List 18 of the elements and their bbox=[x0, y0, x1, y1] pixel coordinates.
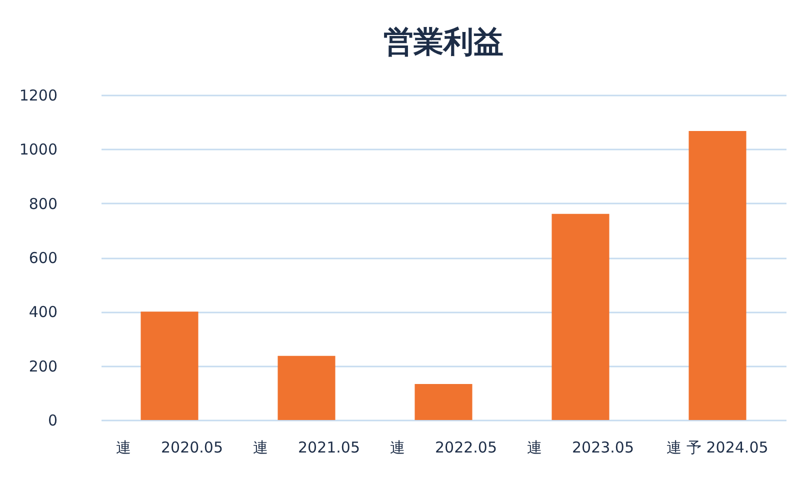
y-tick-label: 600 bbox=[28, 249, 58, 267]
y-tick-label: 400 bbox=[28, 303, 58, 322]
bar bbox=[414, 384, 472, 420]
bar bbox=[278, 356, 336, 420]
bar bbox=[140, 312, 198, 420]
x-tick-label: 連 2021.05 bbox=[252, 438, 360, 456]
y-tick-label: 0 bbox=[48, 412, 58, 430]
y-tick-label: 1000 bbox=[19, 140, 58, 159]
x-tick-label: 連 2023.05 bbox=[526, 438, 634, 456]
x-tick-label: 連 2020.05 bbox=[116, 438, 224, 456]
y-tick-label: 1200 bbox=[19, 86, 58, 104]
chart-title: 営業利益 bbox=[384, 25, 504, 60]
bar bbox=[688, 131, 746, 420]
y-tick-label: 200 bbox=[28, 357, 58, 376]
x-tick-label: 連 予 2024.05 bbox=[666, 438, 768, 456]
bar bbox=[552, 214, 610, 420]
x-tick-label: 連 2022.05 bbox=[390, 438, 498, 456]
y-tick-label: 800 bbox=[28, 194, 58, 213]
